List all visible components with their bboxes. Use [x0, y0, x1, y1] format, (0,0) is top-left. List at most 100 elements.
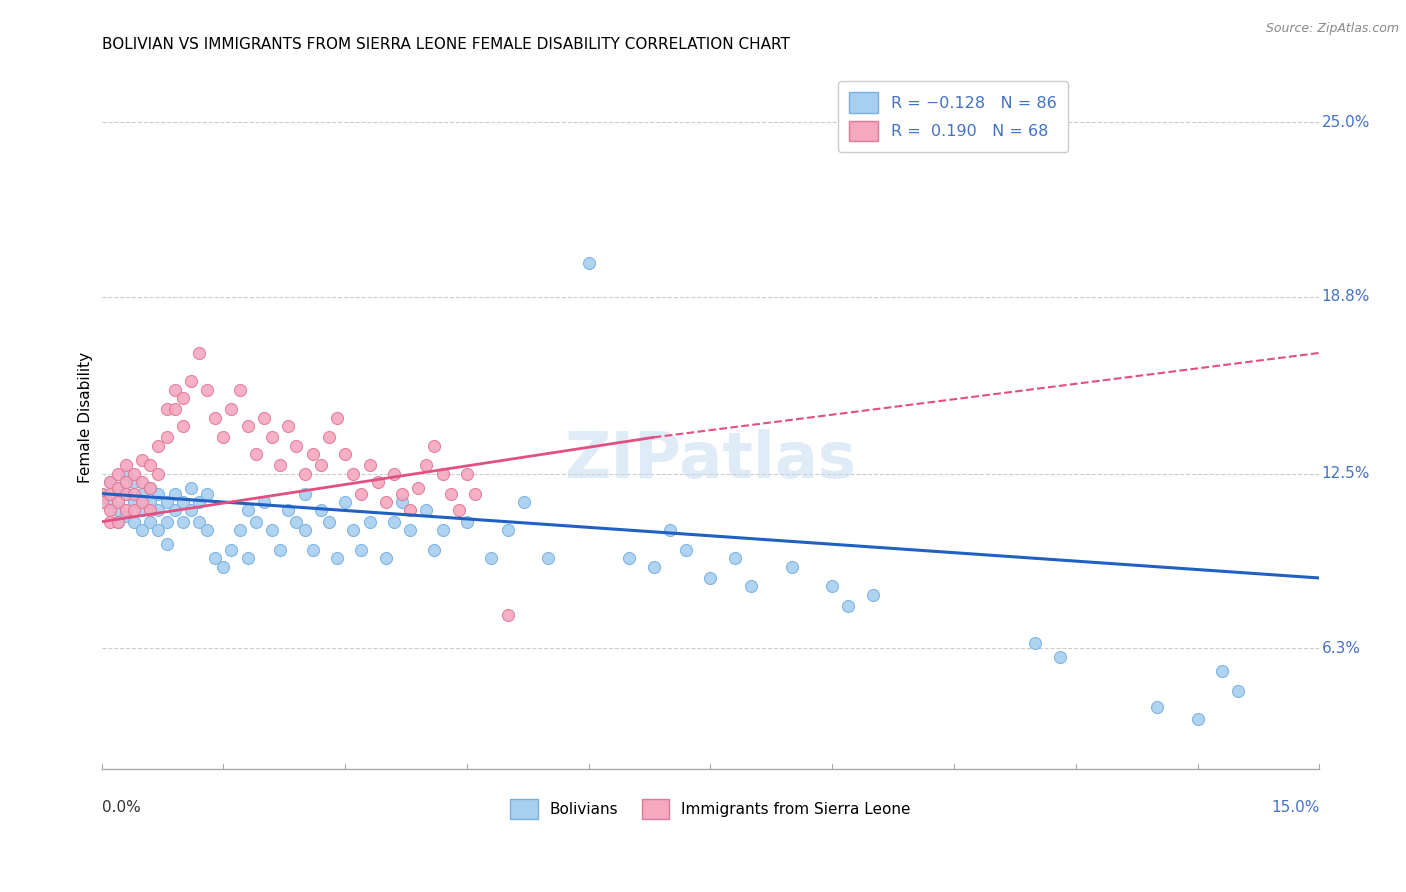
Point — [98, 475, 121, 490]
Point — [456, 467, 478, 481]
Point — [163, 486, 186, 500]
Point — [228, 383, 250, 397]
Point — [90, 486, 112, 500]
Legend: Bolivians, Immigrants from Sierra Leone: Bolivians, Immigrants from Sierra Leone — [505, 793, 917, 825]
Point — [406, 481, 429, 495]
Point — [269, 458, 291, 473]
Point — [399, 523, 422, 537]
Point — [1146, 700, 1168, 714]
Point — [155, 537, 177, 551]
Point — [115, 475, 138, 490]
Point — [391, 495, 413, 509]
Point — [139, 458, 162, 473]
Point — [333, 447, 356, 461]
Point — [326, 410, 349, 425]
Point — [172, 515, 194, 529]
Point — [180, 503, 202, 517]
Text: ZIPatlas: ZIPatlas — [564, 429, 856, 491]
Point — [107, 515, 129, 529]
Point — [107, 481, 129, 495]
Point — [98, 495, 121, 509]
Point — [359, 515, 381, 529]
Point — [122, 503, 145, 517]
Point — [301, 447, 323, 461]
Point — [204, 410, 226, 425]
Point — [155, 402, 177, 417]
Point — [253, 495, 276, 509]
Point — [131, 495, 153, 509]
Point — [98, 503, 121, 517]
Point — [301, 542, 323, 557]
Point — [172, 419, 194, 434]
Point — [342, 467, 364, 481]
Point — [309, 503, 332, 517]
Point — [537, 551, 560, 566]
Point — [1049, 649, 1071, 664]
Point — [391, 486, 413, 500]
Point — [212, 559, 235, 574]
Point — [294, 486, 316, 500]
Point — [277, 503, 299, 517]
Point — [98, 515, 121, 529]
Point — [399, 503, 422, 517]
Point — [318, 430, 340, 444]
Point — [359, 458, 381, 473]
Point — [294, 523, 316, 537]
Point — [148, 503, 170, 517]
Point — [740, 579, 762, 593]
Point — [98, 486, 121, 500]
Point — [440, 486, 463, 500]
Point — [107, 467, 129, 481]
Point — [350, 542, 373, 557]
Point — [285, 439, 308, 453]
Text: BOLIVIAN VS IMMIGRANTS FROM SIERRA LEONE FEMALE DISABILITY CORRELATION CHART: BOLIVIAN VS IMMIGRANTS FROM SIERRA LEONE… — [101, 37, 790, 53]
Point — [496, 523, 519, 537]
Point — [479, 551, 502, 566]
Y-axis label: Female Disability: Female Disability — [79, 352, 93, 483]
Point — [195, 486, 218, 500]
Point — [122, 515, 145, 529]
Point — [115, 503, 138, 517]
Point — [131, 453, 153, 467]
Point — [195, 523, 218, 537]
Point — [350, 486, 373, 500]
Point — [245, 515, 267, 529]
Point — [269, 542, 291, 557]
Point — [115, 486, 138, 500]
Point — [122, 495, 145, 509]
Text: 15.0%: 15.0% — [1271, 799, 1319, 814]
Point — [1211, 664, 1233, 678]
Point — [415, 458, 437, 473]
Point — [139, 503, 162, 517]
Point — [155, 515, 177, 529]
Point — [122, 486, 145, 500]
Point — [188, 495, 211, 509]
Point — [172, 495, 194, 509]
Text: 12.5%: 12.5% — [1322, 467, 1371, 482]
Point — [423, 542, 446, 557]
Point — [326, 551, 349, 566]
Point — [131, 475, 153, 490]
Point — [658, 523, 681, 537]
Point — [382, 515, 405, 529]
Point — [180, 374, 202, 388]
Point — [98, 475, 121, 490]
Text: 6.3%: 6.3% — [1322, 640, 1361, 656]
Text: 25.0%: 25.0% — [1322, 115, 1371, 129]
Point — [122, 467, 145, 481]
Point — [309, 458, 332, 473]
Point — [1227, 683, 1250, 698]
Point — [318, 515, 340, 529]
Point — [432, 467, 454, 481]
Point — [163, 383, 186, 397]
Point — [148, 439, 170, 453]
Point — [1024, 636, 1046, 650]
Text: 0.0%: 0.0% — [101, 799, 141, 814]
Text: 18.8%: 18.8% — [1322, 289, 1371, 304]
Point — [862, 588, 884, 602]
Point — [496, 607, 519, 622]
Point — [155, 495, 177, 509]
Point — [423, 439, 446, 453]
Point — [131, 523, 153, 537]
Point — [115, 467, 138, 481]
